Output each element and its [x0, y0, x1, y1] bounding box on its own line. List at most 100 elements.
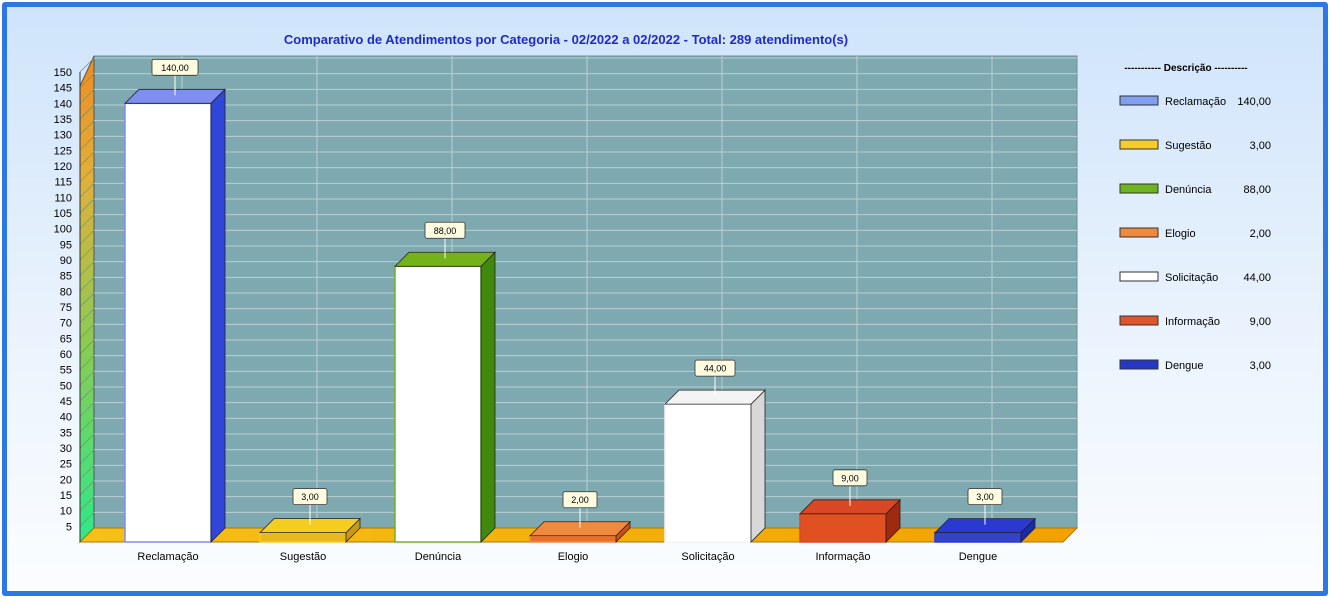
- grid-line: [79, 230, 95, 245]
- chart-title: Comparativo de Atendimentos por Categori…: [284, 32, 848, 47]
- grid-line: [79, 308, 95, 323]
- y-tick-label: 25: [60, 459, 72, 471]
- grid-line: [79, 480, 95, 496]
- bar: [799, 498, 901, 543]
- legend-label: Reclamação: [1165, 96, 1226, 108]
- data-label: 140,00: [161, 63, 189, 73]
- legend-item: Elogio 2,00: [1119, 227, 1271, 240]
- bar-front: [799, 513, 887, 543]
- y-tick-label: 125: [54, 145, 72, 157]
- legend-swatch: [1119, 271, 1159, 282]
- data-label: 44,00: [704, 364, 727, 374]
- grid-line: [79, 418, 95, 433]
- grid-line: [79, 465, 95, 480]
- data-label-box: [292, 488, 328, 506]
- legend-label: Sugestão: [1165, 140, 1211, 152]
- legend-label: Denúncia: [1165, 184, 1212, 196]
- back-wall: [93, 55, 1078, 529]
- bar-top: [394, 251, 496, 267]
- y-tick-label: 90: [60, 255, 72, 267]
- legend-swatch: [1119, 139, 1159, 150]
- bar: [394, 251, 496, 543]
- legend-item: Informação 9,00: [1119, 315, 1271, 328]
- grid-line: [79, 512, 95, 527]
- y-tick-label: 60: [60, 349, 72, 361]
- y-tick-label: 110: [54, 192, 72, 204]
- y-tick-label: 70: [60, 318, 72, 330]
- grid-line: [79, 151, 95, 167]
- legend-item: Reclamação 140,00: [1119, 95, 1271, 108]
- grid-line: [79, 433, 95, 449]
- legend-heading: ----------- Descrição ----------: [1124, 63, 1247, 74]
- bar-top: [799, 499, 901, 515]
- y-tick-label: 5: [66, 521, 72, 533]
- grid-line: [79, 339, 95, 355]
- y-tick-label: 145: [54, 83, 72, 95]
- legend-value: 9,00: [1250, 316, 1271, 328]
- bar-side: [750, 389, 766, 543]
- bar-front: [934, 531, 1022, 543]
- legend-item: Denúncia 88,00: [1119, 183, 1271, 196]
- legend-item: Sugestão 3,00: [1119, 139, 1271, 152]
- bar-top: [124, 88, 226, 104]
- data-label-box: [694, 359, 736, 377]
- y-tick-label: 105: [54, 208, 72, 220]
- grid-line: [79, 277, 95, 292]
- legend-swatch: [1119, 359, 1159, 370]
- bar-top: [934, 518, 1036, 533]
- x-tick-label: Dengue: [959, 551, 998, 563]
- x-tick-label: Sugestão: [280, 551, 326, 563]
- bar-top: [259, 518, 361, 533]
- y-tick-label: 45: [60, 396, 72, 408]
- y-tick-label: 40: [60, 412, 72, 424]
- x-tick-label: Solicitação: [681, 551, 734, 563]
- bar-top: [529, 521, 631, 537]
- y-tick-label: 50: [60, 380, 72, 392]
- y-tick-label: 65: [60, 333, 72, 345]
- grid-line: [79, 496, 95, 511]
- legend-value: 140,00: [1237, 96, 1271, 108]
- grid-line: [79, 136, 95, 151]
- grid-line: [79, 104, 95, 120]
- x-tick-label: Informação: [815, 551, 870, 563]
- grid-line: [79, 120, 95, 135]
- y-tick-label: 95: [60, 239, 72, 251]
- bar-front: [529, 534, 617, 543]
- data-label: 3,00: [976, 492, 994, 502]
- legend-value: 88,00: [1243, 184, 1271, 196]
- y-tick-label: 135: [54, 114, 72, 126]
- grid-line: [79, 386, 95, 402]
- grid-line: [79, 167, 95, 182]
- grid-line: [79, 402, 95, 417]
- plot-area: 5 10 15 20 25 30 35 40 45 50 55 60 65 70 75 80 85 90 95 100…: [54, 55, 1079, 563]
- left-wall: [79, 55, 95, 544]
- y-tick-label: 10: [60, 506, 72, 518]
- grid-line: [79, 324, 95, 339]
- legend-swatch: [1119, 95, 1159, 106]
- y-tick-label: 35: [60, 427, 72, 439]
- x-tick-label: Denúncia: [415, 551, 462, 563]
- data-label-box: [562, 491, 598, 509]
- y-tick-label: 130: [54, 130, 72, 142]
- legend-value: 3,00: [1250, 140, 1271, 152]
- data-label-box: [424, 221, 466, 239]
- grid-line: [79, 73, 95, 88]
- grid-line: [79, 371, 95, 386]
- legend: ----------- Descrição ---------- Reclamaç…: [1119, 63, 1271, 372]
- legend-label: Dengue: [1165, 360, 1204, 372]
- y-tick-label: 55: [60, 365, 72, 377]
- grid-line: [79, 261, 95, 276]
- y-tick-label: 15: [60, 490, 72, 502]
- bar: [124, 88, 226, 543]
- bar-front: [259, 531, 347, 543]
- y-tick-label: 30: [60, 443, 72, 455]
- grid-line: [79, 245, 95, 261]
- x-tick-label: Reclamação: [137, 551, 198, 563]
- grid-line: [79, 57, 95, 73]
- bar: [529, 520, 631, 543]
- legend-label: Solicitação: [1165, 272, 1218, 284]
- bar-front: [664, 403, 752, 543]
- bar-top: [664, 389, 766, 405]
- legend-swatch: [1119, 227, 1159, 238]
- data-label: 3,00: [301, 492, 319, 502]
